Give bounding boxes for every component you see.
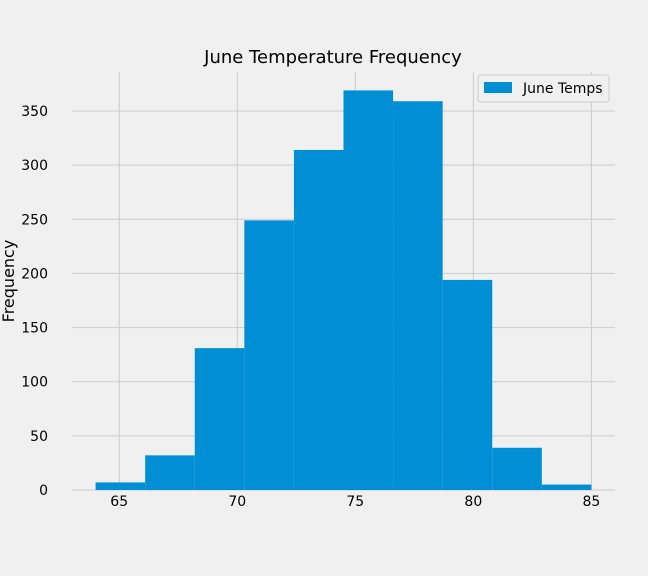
x-tick-label-70: 70 bbox=[228, 494, 246, 510]
y-tick-label-150: 150 bbox=[21, 321, 48, 337]
legend: June Temps bbox=[477, 74, 610, 103]
legend-label-june-temps: June Temps bbox=[522, 81, 603, 97]
histogram-bar-8 bbox=[442, 279, 493, 490]
x-tick-label-75: 75 bbox=[346, 494, 364, 510]
chart-title: June Temperature Frequency bbox=[203, 47, 462, 68]
y-tick-label-250: 250 bbox=[21, 212, 48, 228]
y-tick-label-0: 0 bbox=[39, 483, 48, 499]
legend-box bbox=[477, 74, 610, 103]
histogram-bar-1 bbox=[95, 482, 146, 490]
x-tick-label-65: 65 bbox=[110, 494, 128, 510]
histogram-bar-2 bbox=[145, 455, 195, 490]
y-tick-label-100: 100 bbox=[21, 375, 48, 391]
histogram-bar-9 bbox=[492, 447, 542, 490]
legend-swatch bbox=[484, 82, 512, 93]
histogram-bar-6 bbox=[343, 90, 394, 490]
y-tick-label-200: 200 bbox=[21, 266, 48, 282]
histogram-bar-10 bbox=[541, 484, 592, 490]
y-tick-label-350: 350 bbox=[21, 104, 48, 120]
histogram-bar-3 bbox=[194, 348, 245, 490]
x-tick-labels: 65 70 75 80 85 bbox=[110, 494, 600, 510]
x-tick-label-85: 85 bbox=[582, 494, 600, 510]
histogram-bar-4 bbox=[244, 220, 294, 490]
bars bbox=[95, 90, 592, 490]
x-tick-label-80: 80 bbox=[464, 494, 482, 510]
y-tick-labels: 0 50 100 150 200 250 300 350 bbox=[21, 104, 48, 499]
y-tick-label-50: 50 bbox=[30, 429, 48, 445]
histogram-bar-7 bbox=[393, 101, 443, 490]
y-tick-label-300: 300 bbox=[21, 158, 48, 174]
histogram-bar-5 bbox=[293, 149, 344, 490]
y-axis-label: Frequency bbox=[0, 240, 18, 323]
